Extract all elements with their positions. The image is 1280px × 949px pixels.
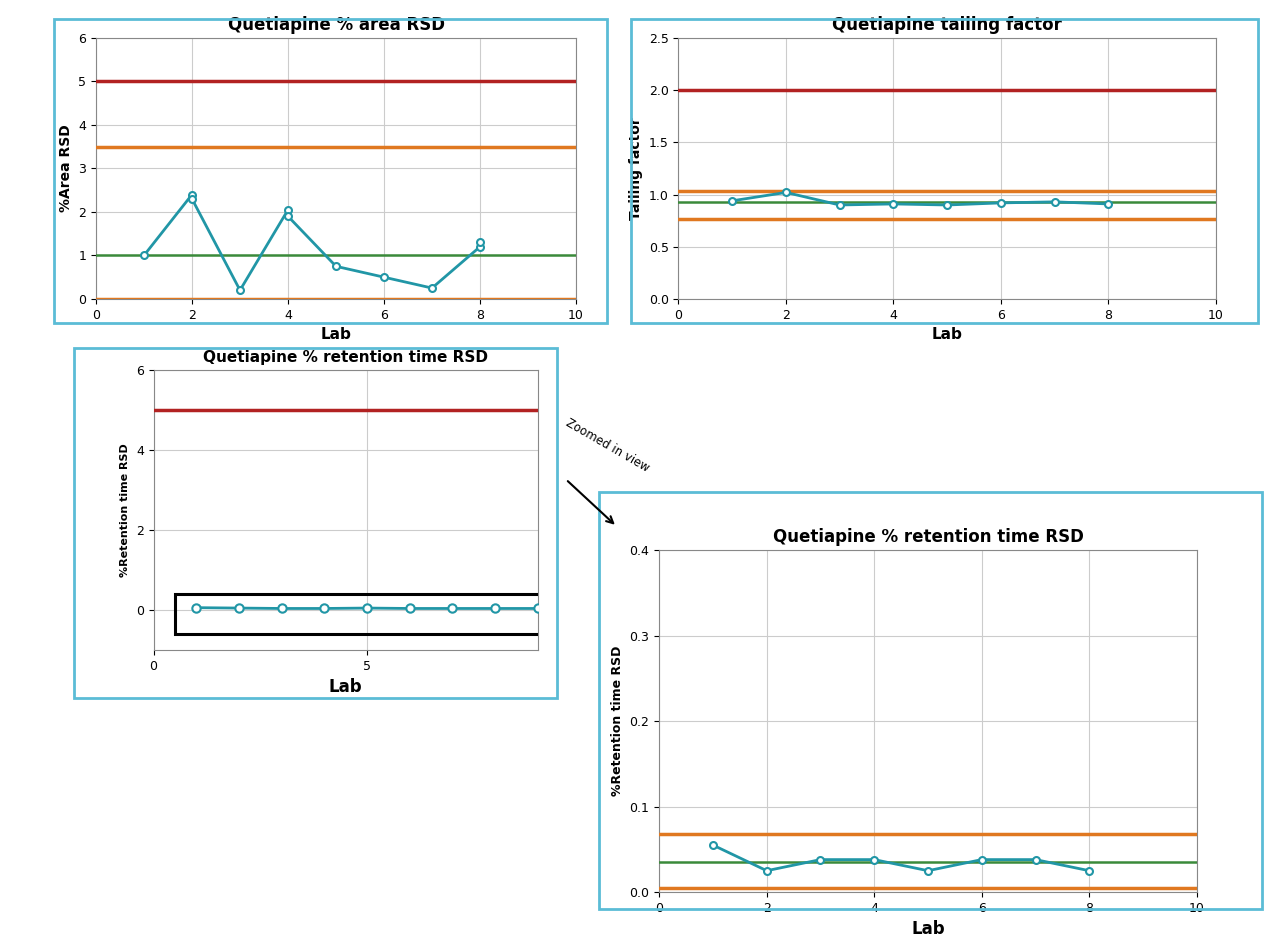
Title: Quetiapine tailing factor: Quetiapine tailing factor xyxy=(832,15,1062,33)
Text: Zoomed in view: Zoomed in view xyxy=(563,417,652,474)
Y-axis label: Tailing factor: Tailing factor xyxy=(630,117,643,220)
X-axis label: Lab: Lab xyxy=(932,327,963,343)
Y-axis label: %Retention time RSD: %Retention time RSD xyxy=(120,443,131,577)
Title: Quetiapine % area RSD: Quetiapine % area RSD xyxy=(228,15,444,33)
Y-axis label: %Retention time RSD: %Retention time RSD xyxy=(611,646,623,796)
Y-axis label: %Area RSD: %Area RSD xyxy=(59,124,73,213)
X-axis label: Lab: Lab xyxy=(911,921,945,939)
X-axis label: Lab: Lab xyxy=(320,327,352,343)
X-axis label: Lab: Lab xyxy=(329,679,362,697)
Title: Quetiapine % retention time RSD: Quetiapine % retention time RSD xyxy=(204,350,488,364)
Title: Quetiapine % retention time RSD: Quetiapine % retention time RSD xyxy=(773,528,1083,546)
Bar xyxy=(175,594,559,634)
